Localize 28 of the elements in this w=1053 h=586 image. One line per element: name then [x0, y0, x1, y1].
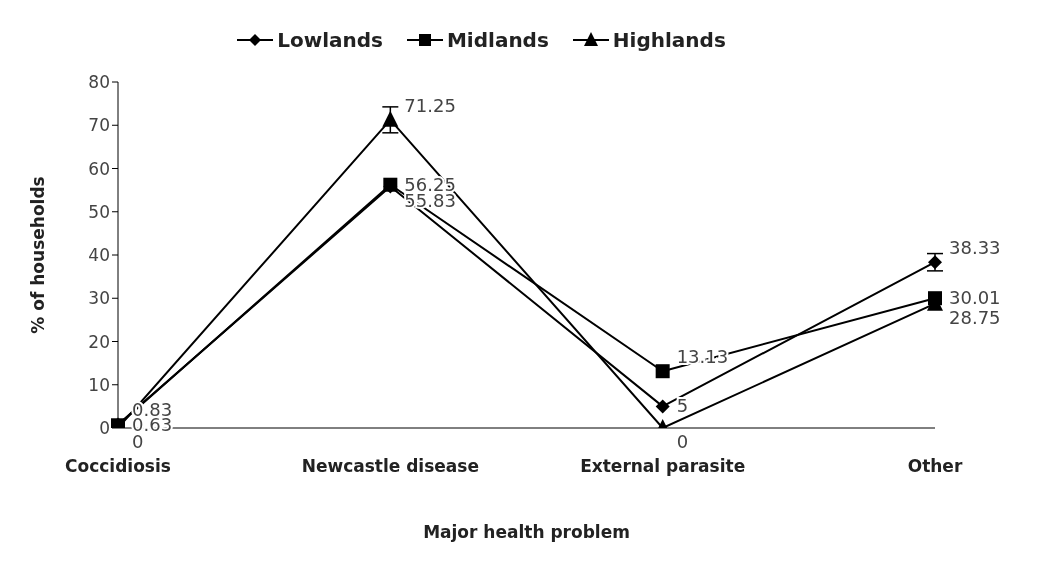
x-tick-label: External parasite	[580, 456, 746, 477]
y-tick-label: 0	[99, 418, 110, 439]
point	[382, 110, 399, 127]
y-tick-label: 20	[88, 331, 110, 352]
legend-label: Midlands	[445, 28, 549, 52]
point	[655, 364, 670, 379]
legend-label: Lowlands	[276, 28, 383, 52]
data-label: 28.75	[949, 306, 1001, 328]
y-tick-label: 10	[88, 374, 110, 395]
x-tick-label: Newcastle disease	[301, 456, 479, 477]
data-label: 71.25	[404, 94, 456, 116]
data-label: 5	[676, 395, 689, 417]
y-tick-label: 70	[88, 115, 110, 136]
y-tick-label: 80	[88, 72, 110, 93]
x-tick-label: Coccidiosis	[65, 456, 171, 477]
legend-label: Highlands	[611, 28, 726, 52]
y-tick-label: 40	[88, 245, 110, 266]
data-label: 38.33	[949, 237, 1001, 259]
x-tick-label: Other	[907, 456, 963, 477]
data-label: 30.01	[949, 287, 1001, 309]
y-tick-label: 50	[88, 201, 110, 222]
x-axis-title: Major health problem	[423, 522, 630, 542]
data-label: 0	[132, 431, 144, 452]
y-axis-title: % of households	[28, 176, 49, 334]
y-tick-label: 60	[88, 158, 110, 179]
data-label: 0	[676, 431, 689, 452]
y-tick-label: 30	[88, 288, 110, 309]
point	[655, 399, 670, 414]
